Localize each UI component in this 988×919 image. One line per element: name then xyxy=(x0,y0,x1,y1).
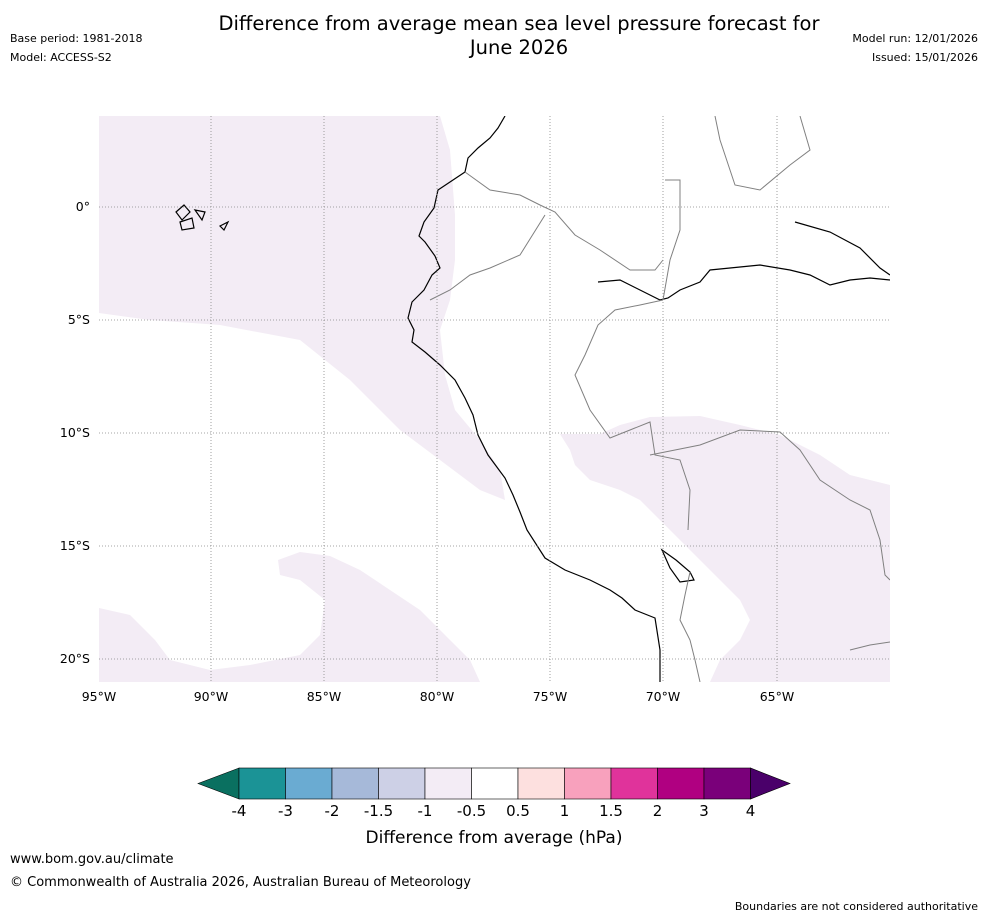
colorbar-extend-low xyxy=(197,767,240,800)
colorbar-tick-label: -1 xyxy=(418,802,433,820)
title-line-1: Difference from average mean sea level p… xyxy=(218,12,820,35)
colorbar-tick-label: 3 xyxy=(699,802,709,820)
border-ecuador-colombia xyxy=(464,171,664,271)
shaded-anomaly-regions xyxy=(99,116,890,682)
longitude-labels: 95°W 90°W 85°W 80°W 75°W 70°W 65°W xyxy=(82,689,795,704)
copyright-text: © Commonwealth of Australia 2026, Austra… xyxy=(10,875,471,890)
page-title: Difference from average mean sea level p… xyxy=(150,12,888,60)
coastline-west-south-america xyxy=(407,116,661,682)
lake-titicaca xyxy=(660,548,695,583)
colorbar-tick-label: 1.5 xyxy=(599,802,623,820)
map-plot-area xyxy=(99,116,890,682)
galapagos-island-2 xyxy=(179,217,195,231)
model-text: Model: ACCESS-S2 xyxy=(10,51,112,64)
shaded-region-southeast xyxy=(560,416,890,682)
coastline-north-coast xyxy=(597,264,890,301)
border-ecuador-peru xyxy=(429,214,546,301)
colorbar-tick-label: 4 xyxy=(746,802,756,820)
colorbar-tick-label: 2 xyxy=(653,802,663,820)
model-run-text: Model run: 12/01/2026 xyxy=(852,32,978,45)
colorbar-tick-label: 1 xyxy=(560,802,570,820)
colorbar-tick-label: -3 xyxy=(278,802,293,820)
coastline-amazon-inlet xyxy=(794,221,890,276)
colorbar-tick-label: -0.5 xyxy=(457,802,486,820)
border-chile-bolivia xyxy=(679,571,701,682)
colorbar xyxy=(197,767,791,800)
colorbar-tick-label: -2 xyxy=(325,802,340,820)
coastlines xyxy=(175,116,890,682)
latitude-label: 5°S xyxy=(68,312,90,327)
website-url: www.bom.gov.au/climate xyxy=(10,852,174,867)
longitude-label: 75°W xyxy=(533,689,568,704)
latitude-label: 20°S xyxy=(60,651,90,666)
colorbar-tick-label: 0.5 xyxy=(506,802,530,820)
colorbar-swatch xyxy=(610,767,658,800)
colorbar-swatch xyxy=(378,767,426,800)
colorbar-extend-high xyxy=(750,767,791,800)
shaded-region-southwest xyxy=(99,552,480,682)
border-bolivia-brazil xyxy=(649,429,890,581)
colorbar-swatch xyxy=(703,767,751,800)
colorbar-swatch xyxy=(331,767,379,800)
title-line-2: June 2026 xyxy=(469,36,569,59)
colorbar-swatch xyxy=(471,767,519,800)
longitude-label: 65°W xyxy=(760,689,795,704)
colorbar-swatch xyxy=(517,767,565,800)
graticule xyxy=(99,116,890,682)
galapagos-island-4 xyxy=(218,220,230,232)
longitude-label: 85°W xyxy=(307,689,342,704)
colorbar-swatch xyxy=(564,767,612,800)
base-period-text: Base period: 1981-2018 xyxy=(10,32,143,45)
colorbar-tick-label: -1.5 xyxy=(364,802,393,820)
border-venezuela-guyana xyxy=(714,116,811,191)
colorbar-swatch xyxy=(657,767,705,800)
disclaimer-text: Boundaries are not considered authoritat… xyxy=(734,900,978,913)
country-borders xyxy=(429,116,890,682)
longitude-label: 95°W xyxy=(82,689,117,704)
longitude-label: 70°W xyxy=(646,689,681,704)
latitude-label: 15°S xyxy=(60,538,90,553)
border-peru-brazil xyxy=(574,299,691,531)
colorbar-tick-labels: -4 -3 -2 -1.5 -1 -0.5 0.5 1 1.5 2 3 4 xyxy=(232,802,756,820)
colorbar-swatch xyxy=(238,767,286,800)
longitude-label: 80°W xyxy=(420,689,455,704)
issued-text: Issued: 15/01/2026 xyxy=(871,51,978,64)
border-colombia-venezuela xyxy=(662,179,681,301)
latitude-label: 0° xyxy=(76,199,90,214)
galapagos-island-3 xyxy=(193,209,206,222)
latitude-label: 10°S xyxy=(60,425,90,440)
colorbar-title: Difference from average (hPa) xyxy=(366,828,623,848)
border-paraguay xyxy=(849,641,890,651)
colorbar-swatch xyxy=(285,767,333,800)
galapagos-island-1 xyxy=(175,204,191,221)
latitude-labels: 0° 5°S 10°S 15°S 20°S xyxy=(60,199,90,666)
colorbar-swatch xyxy=(424,767,472,800)
shaded-region-ocean-north xyxy=(99,116,505,500)
colorbar-tick-label: -4 xyxy=(232,802,247,820)
longitude-label: 90°W xyxy=(194,689,229,704)
